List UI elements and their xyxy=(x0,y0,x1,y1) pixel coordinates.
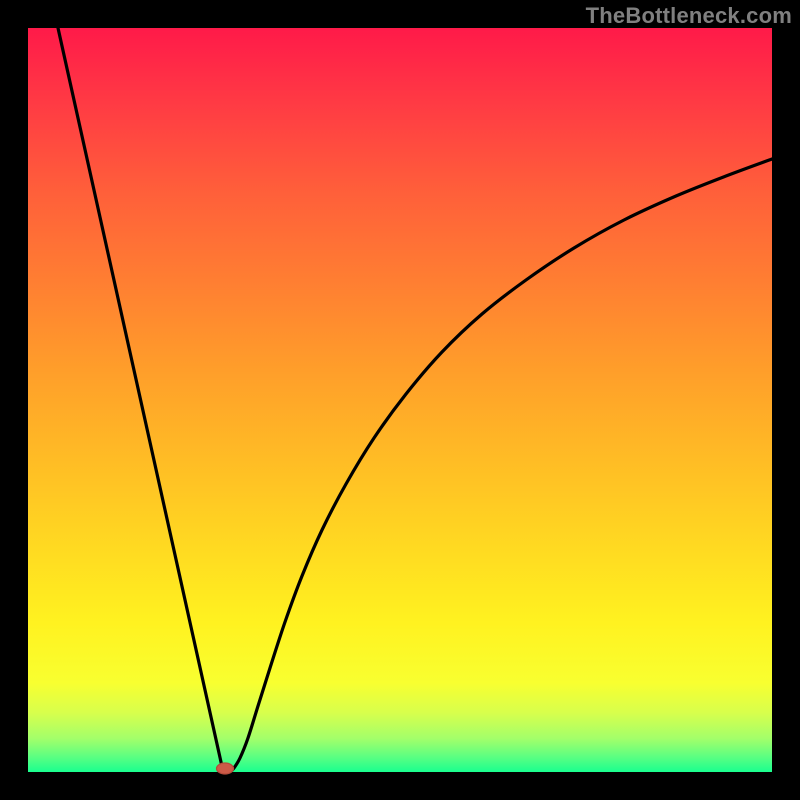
chart-svg xyxy=(0,0,800,800)
watermark-text: TheBottleneck.com xyxy=(586,3,792,29)
optimal-point-marker xyxy=(217,763,234,774)
bottleneck-chart: TheBottleneck.com xyxy=(0,0,800,800)
